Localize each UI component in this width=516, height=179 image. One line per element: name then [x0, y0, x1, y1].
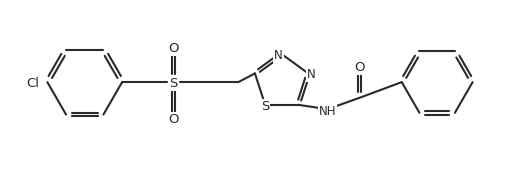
Text: S: S [169, 77, 178, 90]
Text: NH: NH [319, 105, 336, 118]
Text: O: O [168, 113, 179, 125]
Text: Cl: Cl [26, 77, 39, 90]
Text: O: O [168, 42, 179, 55]
Text: N: N [307, 68, 316, 81]
Text: N: N [275, 49, 283, 62]
Text: S: S [261, 100, 269, 113]
Text: O: O [354, 61, 364, 74]
